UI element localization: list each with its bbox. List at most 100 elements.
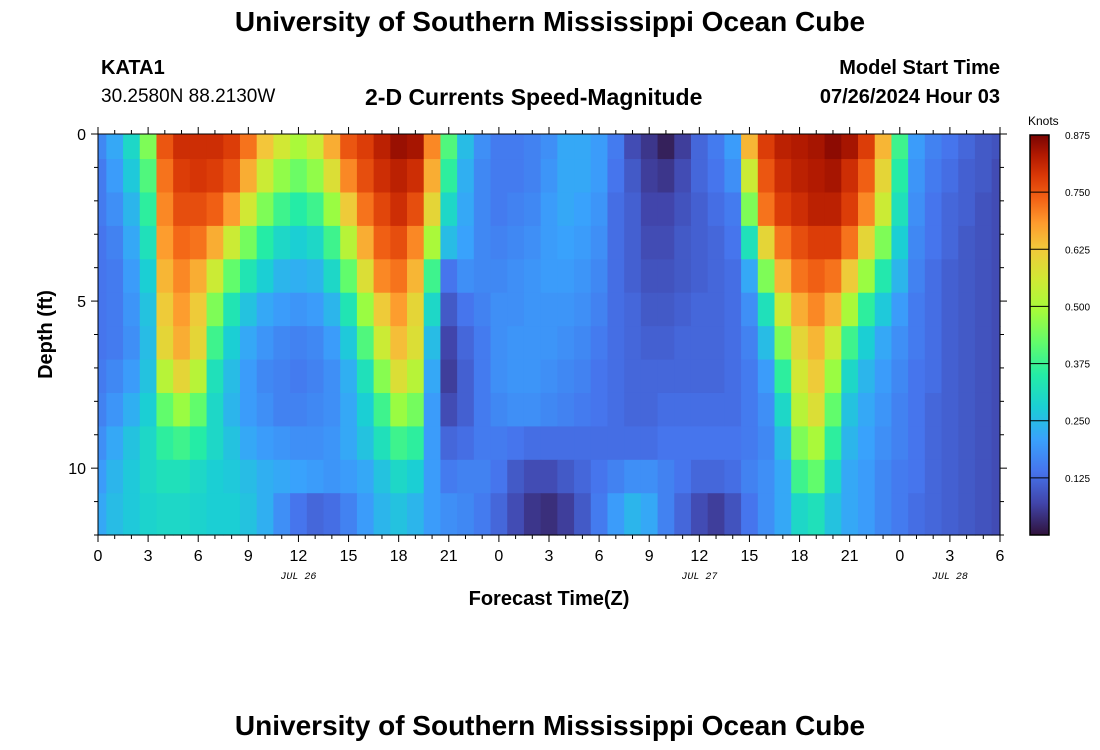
heatmap-cell	[924, 192, 943, 227]
heatmap-cell	[974, 392, 993, 427]
y-tick-label: 0	[77, 127, 86, 144]
heatmap-cell	[139, 159, 158, 194]
heatmap-cell	[523, 459, 542, 494]
heatmap-cell	[540, 259, 558, 294]
heatmap-cell	[440, 192, 458, 227]
heatmap-cell	[373, 192, 391, 227]
heatmap-cell	[891, 493, 909, 536]
heatmap-cell	[757, 225, 776, 260]
heatmap-cell	[590, 259, 609, 294]
heatmap-cell	[590, 426, 609, 461]
heatmap-cell	[323, 392, 341, 427]
colorbar-label: Knots	[1028, 114, 1059, 128]
heatmap-cell	[273, 326, 291, 361]
heatmap-cell	[891, 392, 909, 427]
heatmap-cell	[991, 134, 1001, 160]
heatmap-cell	[741, 359, 759, 394]
heatmap-cell	[123, 292, 141, 327]
heatmap-cell	[256, 225, 274, 260]
heatmap-cell	[356, 359, 375, 394]
heatmap-cell	[774, 426, 792, 461]
heatmap-cell	[356, 192, 375, 227]
heatmap-cell	[757, 459, 776, 494]
heatmap-cell	[440, 225, 458, 260]
heatmap-cell	[189, 159, 208, 194]
heatmap-cell	[239, 392, 258, 427]
heatmap-cell	[757, 493, 776, 536]
heatmap-cell	[958, 392, 976, 427]
heatmap-cell	[239, 225, 258, 260]
heatmap-cell	[206, 292, 224, 327]
heatmap-cell	[440, 459, 458, 494]
heatmap-cell	[523, 134, 542, 160]
heatmap-cell	[724, 134, 742, 160]
heatmap-cell	[490, 192, 508, 227]
heatmap-cell	[741, 159, 759, 194]
heatmap-cell	[173, 326, 191, 361]
heatmap-cell	[657, 259, 675, 294]
heatmap-cell	[991, 392, 1001, 427]
heatmap-cell	[407, 134, 425, 160]
heatmap-cell	[757, 392, 776, 427]
heatmap-cell	[624, 326, 642, 361]
heatmap-cell	[958, 134, 976, 160]
heatmap-cell	[640, 134, 659, 160]
heatmap-cell	[557, 426, 575, 461]
heatmap-cell	[423, 392, 442, 427]
heatmap-cell	[440, 259, 458, 294]
heatmap-cell	[290, 225, 308, 260]
heatmap-cell	[941, 359, 959, 394]
heatmap-cell	[156, 292, 174, 327]
heatmap-cell	[306, 192, 325, 227]
heatmap-cell	[941, 159, 959, 194]
heatmap-cell	[306, 459, 325, 494]
heatmap-cell	[941, 134, 959, 160]
heatmap-cell	[774, 359, 792, 394]
heatmap-cell	[824, 259, 842, 294]
heatmap-cell	[841, 493, 859, 536]
heatmap-cell	[223, 493, 241, 536]
heatmap-cell	[640, 292, 659, 327]
heatmap-cell	[407, 392, 425, 427]
heatmap-cell	[657, 225, 675, 260]
heatmap-cell	[306, 493, 325, 536]
heatmap-cell	[640, 259, 659, 294]
heatmap-cell	[841, 225, 859, 260]
heatmap-cell	[674, 134, 692, 160]
heatmap-cell	[440, 159, 458, 194]
heatmap-cell	[858, 292, 876, 327]
heatmap-cell	[824, 459, 842, 494]
heatmap-cell	[674, 259, 692, 294]
heatmap-cell	[690, 134, 709, 160]
x-tick-label: 6	[996, 548, 1005, 565]
heatmap-cell	[290, 134, 308, 160]
heatmap-cell	[774, 292, 792, 327]
heatmap-cell	[340, 259, 358, 294]
heatmap-cell	[657, 326, 675, 361]
heatmap-cell	[791, 459, 809, 494]
colorbar	[1029, 134, 1050, 536]
heatmap-cell	[908, 493, 926, 536]
heatmap-cell	[624, 392, 642, 427]
heatmap-cell	[657, 192, 675, 227]
heatmap-cell	[924, 134, 943, 160]
heatmap-cell	[657, 359, 675, 394]
colorbar-tick-label: 0.750	[1065, 188, 1090, 199]
heatmap-cell	[457, 392, 475, 427]
heatmap-cell	[724, 292, 742, 327]
heatmap-cell	[457, 459, 475, 494]
heatmap-cell	[824, 359, 842, 394]
heatmap-cell	[173, 392, 191, 427]
heatmap-cell	[824, 392, 842, 427]
heatmap-cell	[690, 225, 709, 260]
heatmap-cell	[340, 493, 358, 536]
heatmap-cell	[557, 159, 575, 194]
date-label: JUL 26	[280, 572, 316, 583]
heatmap-cell	[624, 159, 642, 194]
heatmap-cell	[874, 225, 893, 260]
heatmap-cell	[590, 359, 609, 394]
heatmap-cell	[139, 426, 158, 461]
heatmap-cell	[557, 192, 575, 227]
heatmap-cell	[239, 426, 258, 461]
heatmap-cell	[841, 259, 859, 294]
